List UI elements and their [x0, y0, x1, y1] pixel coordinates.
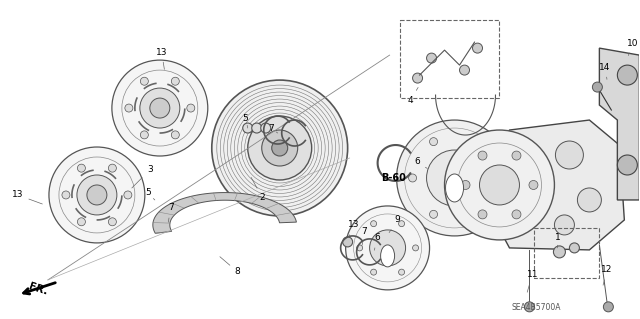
Circle shape	[479, 165, 520, 205]
Text: 11: 11	[527, 271, 538, 292]
Circle shape	[426, 150, 483, 206]
Circle shape	[260, 123, 271, 133]
Circle shape	[512, 151, 521, 160]
Text: B-60: B-60	[381, 173, 406, 183]
Ellipse shape	[381, 245, 395, 267]
Text: SEA4B5700A: SEA4B5700A	[512, 303, 561, 312]
Circle shape	[272, 140, 288, 156]
Text: 1: 1	[556, 234, 561, 248]
Circle shape	[62, 191, 70, 199]
Text: 7: 7	[362, 227, 367, 245]
Circle shape	[172, 77, 179, 85]
Circle shape	[413, 245, 419, 251]
Circle shape	[346, 206, 429, 290]
Bar	[399, 20, 499, 98]
Circle shape	[77, 164, 85, 172]
Circle shape	[408, 174, 417, 182]
Circle shape	[370, 230, 406, 266]
Circle shape	[124, 191, 132, 199]
Polygon shape	[600, 48, 639, 200]
Text: 14: 14	[600, 63, 611, 79]
Circle shape	[554, 215, 575, 235]
Text: 6: 6	[415, 158, 428, 168]
Circle shape	[187, 104, 195, 112]
Circle shape	[212, 80, 348, 216]
Circle shape	[524, 302, 534, 312]
Circle shape	[108, 218, 116, 226]
Text: 4: 4	[408, 87, 418, 105]
Text: 12: 12	[602, 265, 612, 285]
Circle shape	[460, 65, 470, 75]
Circle shape	[593, 82, 602, 92]
Circle shape	[529, 181, 538, 189]
Polygon shape	[153, 193, 296, 233]
Circle shape	[125, 104, 133, 112]
Circle shape	[252, 123, 262, 133]
Circle shape	[618, 155, 637, 175]
Polygon shape	[495, 120, 625, 250]
Circle shape	[87, 185, 107, 205]
Circle shape	[461, 181, 470, 189]
Circle shape	[371, 221, 376, 227]
Text: 7: 7	[168, 204, 173, 222]
Text: 10: 10	[627, 39, 639, 56]
Circle shape	[342, 237, 353, 247]
Text: FR.: FR.	[28, 281, 49, 297]
Text: 7: 7	[268, 123, 278, 133]
Circle shape	[112, 60, 208, 156]
Text: 5: 5	[145, 189, 155, 200]
Circle shape	[243, 123, 253, 133]
Text: 13: 13	[156, 48, 167, 69]
Circle shape	[429, 138, 438, 146]
Circle shape	[248, 116, 312, 180]
Circle shape	[512, 210, 521, 219]
Circle shape	[604, 302, 613, 312]
Circle shape	[399, 221, 404, 227]
Circle shape	[445, 130, 554, 240]
Circle shape	[618, 65, 637, 85]
Circle shape	[426, 53, 436, 63]
Circle shape	[371, 269, 376, 275]
Circle shape	[556, 141, 584, 169]
Circle shape	[140, 88, 180, 128]
Text: 9: 9	[389, 215, 401, 233]
Text: 6: 6	[374, 234, 380, 250]
Circle shape	[49, 147, 145, 243]
Circle shape	[399, 269, 404, 275]
Circle shape	[108, 164, 116, 172]
Circle shape	[77, 175, 117, 215]
Circle shape	[577, 188, 602, 212]
Text: 3: 3	[132, 166, 152, 188]
Circle shape	[172, 131, 179, 139]
Text: 2: 2	[251, 177, 266, 203]
Text: 5: 5	[243, 114, 248, 128]
Circle shape	[77, 218, 85, 226]
Circle shape	[413, 73, 422, 83]
Circle shape	[472, 210, 479, 218]
Bar	[534, 228, 600, 278]
Circle shape	[554, 246, 565, 258]
Circle shape	[262, 130, 298, 166]
Ellipse shape	[445, 174, 463, 202]
Circle shape	[140, 131, 148, 139]
Circle shape	[472, 43, 483, 53]
Circle shape	[150, 98, 170, 118]
Circle shape	[472, 138, 479, 146]
Circle shape	[356, 245, 363, 251]
Circle shape	[493, 174, 500, 182]
Circle shape	[478, 151, 487, 160]
Circle shape	[429, 210, 438, 218]
Circle shape	[570, 243, 579, 253]
Circle shape	[478, 210, 487, 219]
Circle shape	[140, 77, 148, 85]
Text: 13: 13	[12, 190, 42, 204]
Text: 8: 8	[220, 257, 241, 276]
Circle shape	[397, 120, 513, 236]
Text: 13: 13	[348, 220, 359, 237]
